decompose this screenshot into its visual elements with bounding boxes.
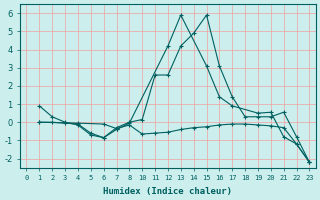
- X-axis label: Humidex (Indice chaleur): Humidex (Indice chaleur): [103, 187, 232, 196]
